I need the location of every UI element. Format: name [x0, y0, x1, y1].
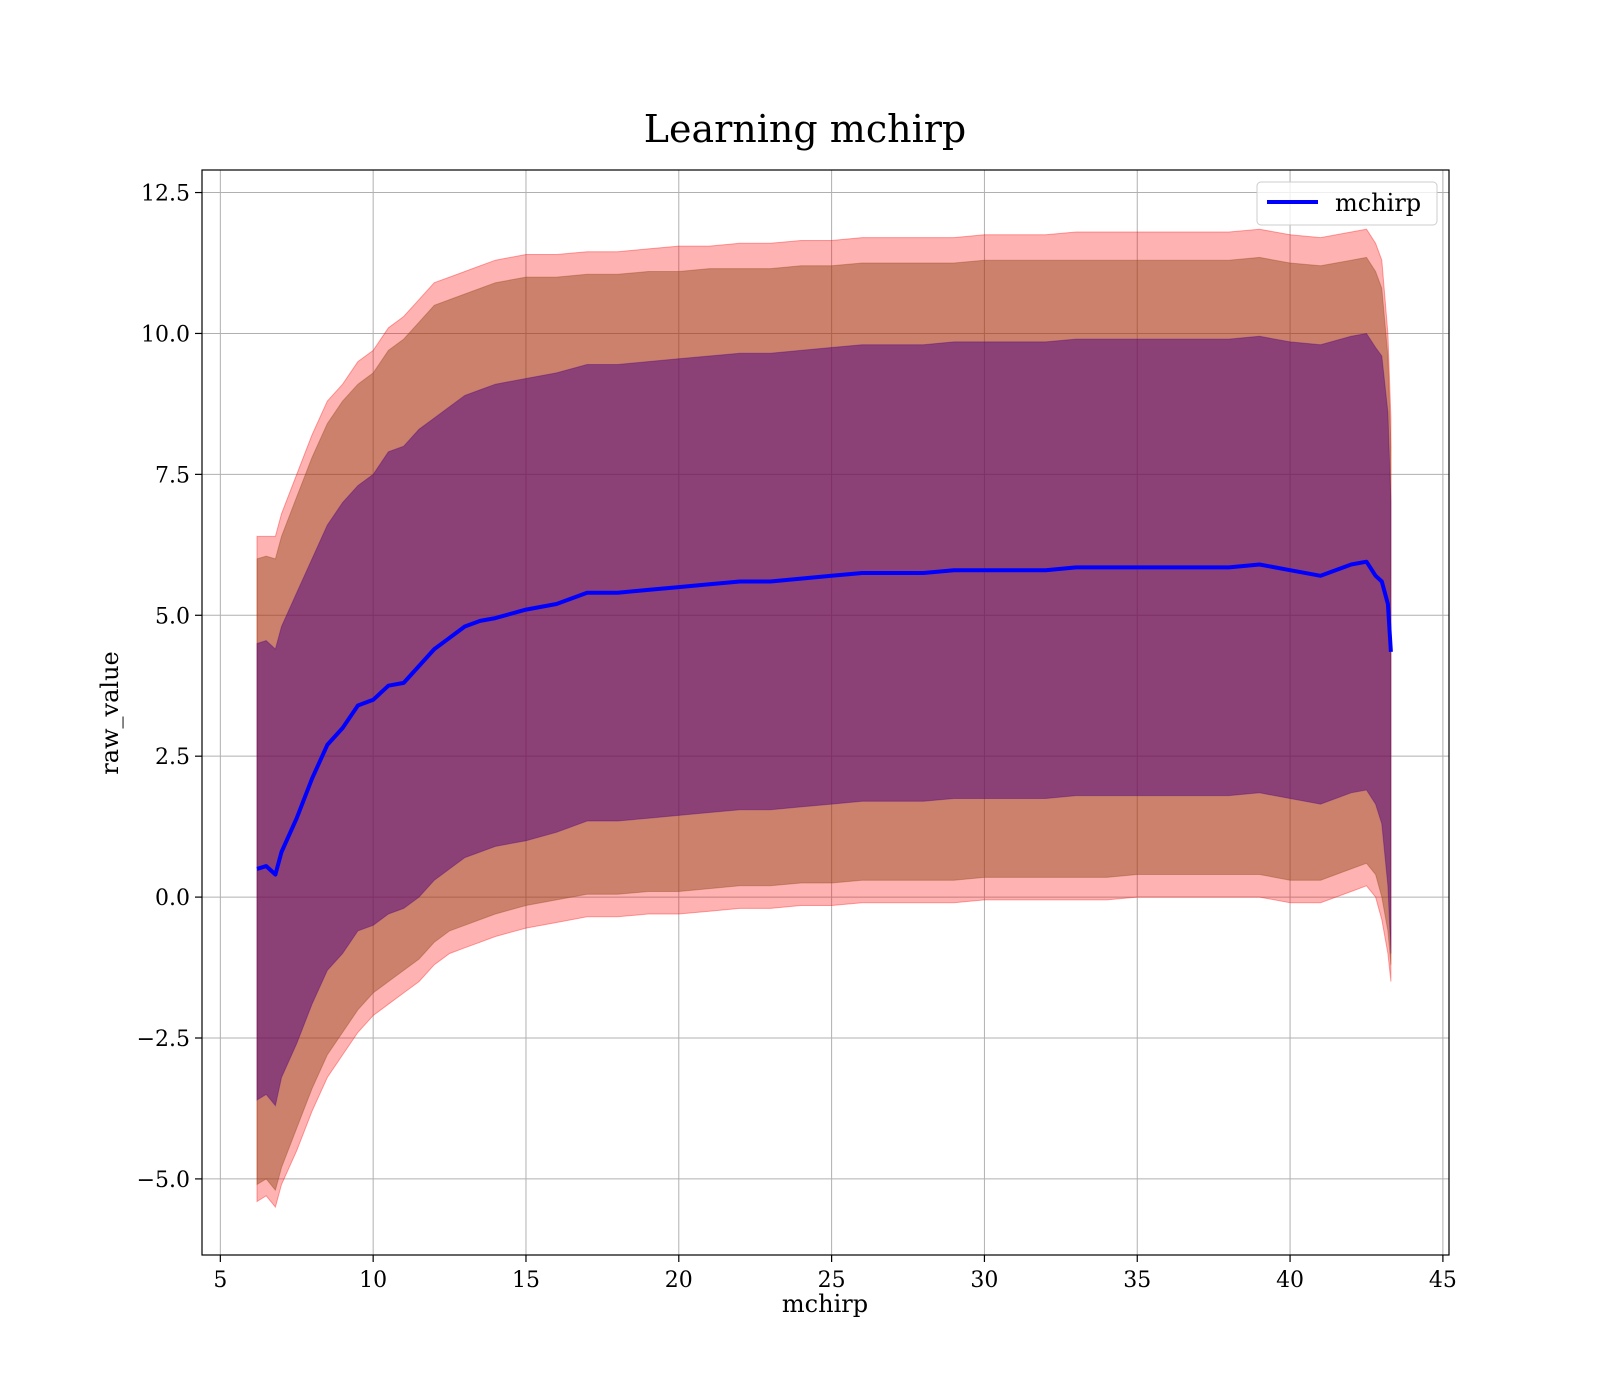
- x-tick-label: 5: [213, 1268, 227, 1293]
- x-tick-label: 35: [1123, 1268, 1151, 1293]
- x-tick-label: 40: [1276, 1268, 1304, 1293]
- plot-frame: [201, 169, 1450, 1256]
- y-tick-label: 2.5: [155, 745, 190, 770]
- x-tick-label: 25: [818, 1268, 846, 1293]
- x-tick-label: 45: [1429, 1268, 1457, 1293]
- y-tick-label: 12.5: [141, 182, 190, 207]
- y-axis-label: raw_value: [96, 651, 124, 775]
- y-tick-label: −2.5: [137, 1027, 190, 1052]
- legend-box: [1256, 181, 1438, 226]
- y-tick-label: 10.0: [141, 322, 190, 347]
- chart-title: Learning mchirp: [644, 107, 966, 151]
- legend-entry-mchirp: mchirp: [1335, 189, 1421, 217]
- y-tick-label: −5.0: [137, 1168, 190, 1193]
- y-tick-label: 7.5: [155, 463, 190, 488]
- series-lines: [256, 559, 1393, 877]
- x-tick-label: 20: [665, 1268, 693, 1293]
- x-tick-label: 10: [359, 1268, 387, 1293]
- y-tick-label: 0.0: [155, 886, 190, 911]
- series-line-mchirp: [256, 559, 1393, 877]
- band-inner: [256, 332, 1392, 1107]
- x-tick-label: 30: [970, 1268, 998, 1293]
- y-tick-label: 5.0: [155, 604, 190, 629]
- confidence-bands: [256, 228, 1392, 1209]
- ticks: 5 10 15 20 25 30 35 40 45 −5.0 −2.5 0.0 2.5 5.0 7.5 10.…: [137, 182, 1457, 1293]
- x-tick-label: 15: [512, 1268, 540, 1293]
- legend: mchirp: [1256, 181, 1438, 226]
- x-axis-label: mchirp: [782, 1290, 868, 1318]
